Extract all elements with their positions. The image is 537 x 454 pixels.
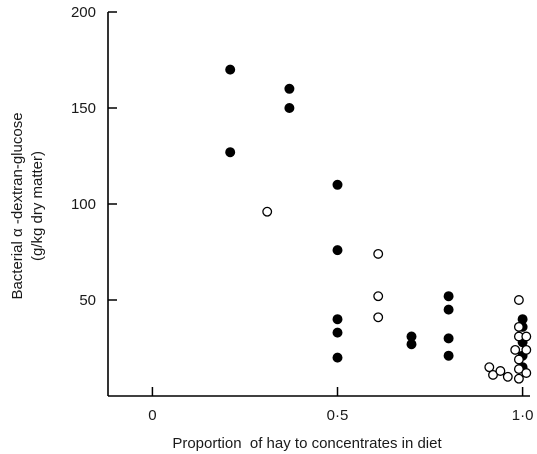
open-data-point [373, 291, 384, 302]
filled-data-point [284, 83, 295, 94]
filled-data-point [443, 304, 454, 315]
filled-data-point [443, 291, 454, 302]
open-data-point [521, 344, 532, 355]
y-tick-label: 50 [79, 292, 96, 309]
filled-data-point [332, 352, 343, 363]
filled-data-point [443, 333, 454, 344]
open-data-point [502, 371, 513, 382]
filled-data-point [225, 147, 236, 158]
filled-data-point [332, 327, 343, 338]
filled-data-point [332, 314, 343, 325]
y-tick-label: 200 [71, 4, 96, 21]
y-axis-title: Bacterial α -dextran-glucose [9, 112, 26, 299]
filled-data-point [225, 64, 236, 75]
axis-labels: 50 100 150 200 0 0·5 1·0 Proportion of hay to c… [9, 4, 533, 452]
filled-data-point [406, 339, 417, 350]
open-data-point [373, 248, 384, 259]
open-data-point [513, 295, 524, 305]
open-data-point [510, 344, 521, 355]
axes [107, 11, 530, 397]
open-data-point [513, 354, 524, 365]
filled-data-point [332, 245, 343, 256]
open-data-point [373, 312, 384, 323]
data-points [225, 64, 532, 384]
filled-data-point [284, 103, 295, 114]
open-data-point [488, 369, 498, 380]
open-data-point [262, 206, 273, 217]
y-tick-label: 100 [71, 196, 96, 213]
x-tick-label: 0 [148, 407, 156, 424]
x-tick-label: 1·0 [512, 407, 534, 424]
filled-data-point [443, 350, 454, 361]
x-tick-label: 0·5 [327, 407, 349, 424]
y-axis-subtitle: (g/kg dry matter) [29, 151, 46, 261]
x-axis-title: Proportion of hay to concentrates in die… [172, 435, 442, 452]
open-data-point [521, 331, 532, 342]
filled-data-point [332, 179, 343, 190]
y-tick-label: 150 [71, 100, 96, 117]
open-data-point [513, 364, 524, 375]
open-data-point [495, 366, 506, 376]
open-data-point [484, 362, 495, 373]
open-data-point [513, 321, 524, 332]
open-data-point [513, 373, 524, 384]
open-data-point [521, 368, 532, 378]
